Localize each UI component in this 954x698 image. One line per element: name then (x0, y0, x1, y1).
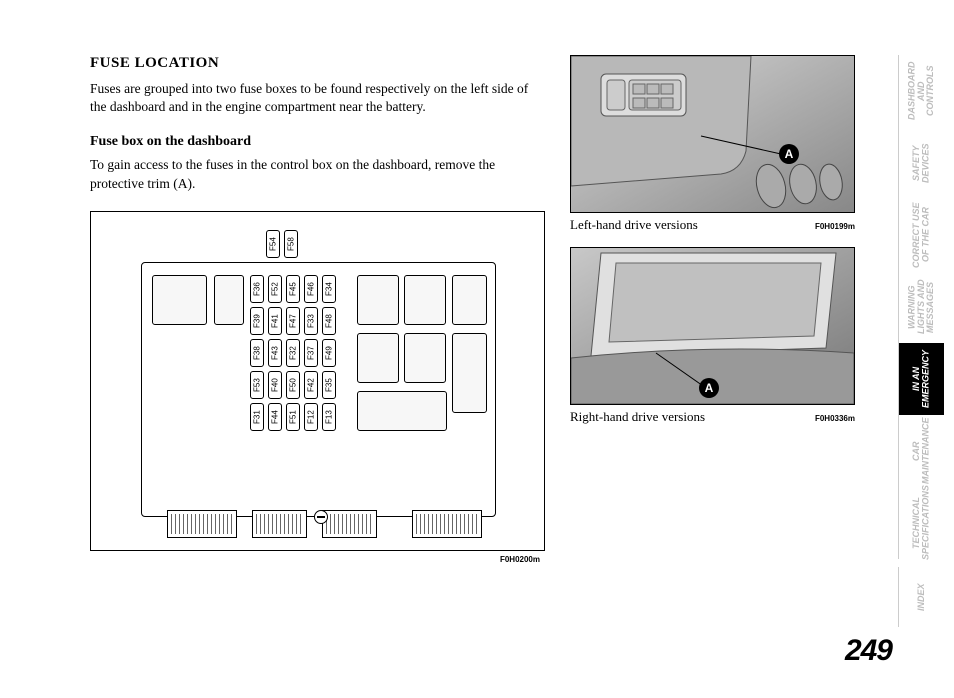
fuse-label: F42 (304, 371, 318, 399)
fuse-label: F49 (322, 339, 336, 367)
left-column: FUSE LOCATION Fuses are grouped into two… (90, 55, 545, 551)
sub-heading: Fuse box on the dashboard (90, 134, 545, 150)
relay-block (452, 333, 487, 413)
fuse-label: F47 (286, 307, 300, 335)
fuse-label: F41 (268, 307, 282, 335)
photo-right-hand: A (570, 247, 855, 405)
connector (322, 510, 377, 538)
photo-left-hand: A (570, 55, 855, 213)
fuse-label: F45 (286, 275, 300, 303)
side-tab[interactable]: TECHNICAL SPECIFICATIONS (898, 487, 944, 559)
fuse-label: F12 (304, 403, 318, 431)
figure-code: F0H0200m (500, 555, 540, 564)
fuse-label: F36 (250, 275, 264, 303)
connector (412, 510, 482, 538)
fuse-label: F38 (250, 339, 264, 367)
fuse-label: F46 (304, 275, 318, 303)
connector (167, 510, 237, 538)
main-heading: FUSE LOCATION (90, 55, 545, 72)
caption-left-hand: Left-hand drive versions (570, 217, 698, 233)
page-number: 249 (845, 634, 892, 668)
right-column: A Left-hand drive versions F0H0199m A (570, 55, 855, 439)
fuse-label: F34 (322, 275, 336, 303)
fuse-label: F43 (268, 339, 282, 367)
relay-block (357, 275, 399, 325)
page-content: FUSE LOCATION Fuses are grouped into two… (90, 55, 870, 655)
side-tab[interactable]: CAR MAINTENANCE (898, 415, 944, 487)
side-tab[interactable]: INDEX (898, 567, 944, 627)
fuse-label: F53 (250, 371, 264, 399)
fuse-label: F54 (266, 230, 280, 258)
access-paragraph: To gain access to the fuses in the contr… (90, 156, 545, 192)
fuse-label: F37 (304, 339, 318, 367)
side-tab[interactable]: DASHBOARD AND CONTROLS (898, 55, 944, 127)
relay-block (452, 275, 487, 325)
relay-block (357, 333, 399, 383)
figure-code: F0H0199m (815, 222, 855, 231)
caption-right-hand: Right-hand drive versions (570, 409, 705, 425)
relay-block (357, 391, 447, 431)
fuse-label: F35 (322, 371, 336, 399)
side-tab[interactable]: SAFETY DEVICES (898, 127, 944, 199)
figure-code: F0H0336m (815, 414, 855, 423)
fuse-label: F13 (322, 403, 336, 431)
screw-icon (314, 510, 328, 524)
fuse-label: F50 (286, 371, 300, 399)
fuse-label: F44 (268, 403, 282, 431)
side-tab[interactable]: WARNING LIGHTS AND MESSAGES (898, 271, 944, 343)
connector (252, 510, 307, 538)
callout-a: A (779, 144, 799, 164)
intro-paragraph: Fuses are grouped into two fuse boxes to… (90, 80, 545, 116)
fuse-label: F31 (250, 403, 264, 431)
fuse-label: F39 (250, 307, 264, 335)
fuse-label: F58 (284, 230, 298, 258)
relay-block (404, 275, 446, 325)
side-tab[interactable]: IN AN EMERGENCY (898, 343, 944, 415)
fuse-label: F40 (268, 371, 282, 399)
fuse-label: F52 (268, 275, 282, 303)
fuse-label: F48 (322, 307, 336, 335)
fuse-label: F33 (304, 307, 318, 335)
relay-block (152, 275, 207, 325)
fuse-box-diagram: F54 F58 F36 F39 F38 F53 F31 F52 F41 F43 F40 F44 F45… (90, 211, 545, 551)
fuse-label: F32 (286, 339, 300, 367)
callout-a: A (699, 378, 719, 398)
relay-block (404, 333, 446, 383)
side-tab[interactable]: CORRECT USE OF THE CAR (898, 199, 944, 271)
relay-block (214, 275, 244, 325)
fuse-label: F51 (286, 403, 300, 431)
side-tabs: DASHBOARD AND CONTROLSSAFETY DEVICESCORR… (898, 55, 944, 627)
fuse-body-outline: F36 F39 F38 F53 F31 F52 F41 F43 F40 F44 F45 F47 F32 F… (141, 262, 496, 517)
